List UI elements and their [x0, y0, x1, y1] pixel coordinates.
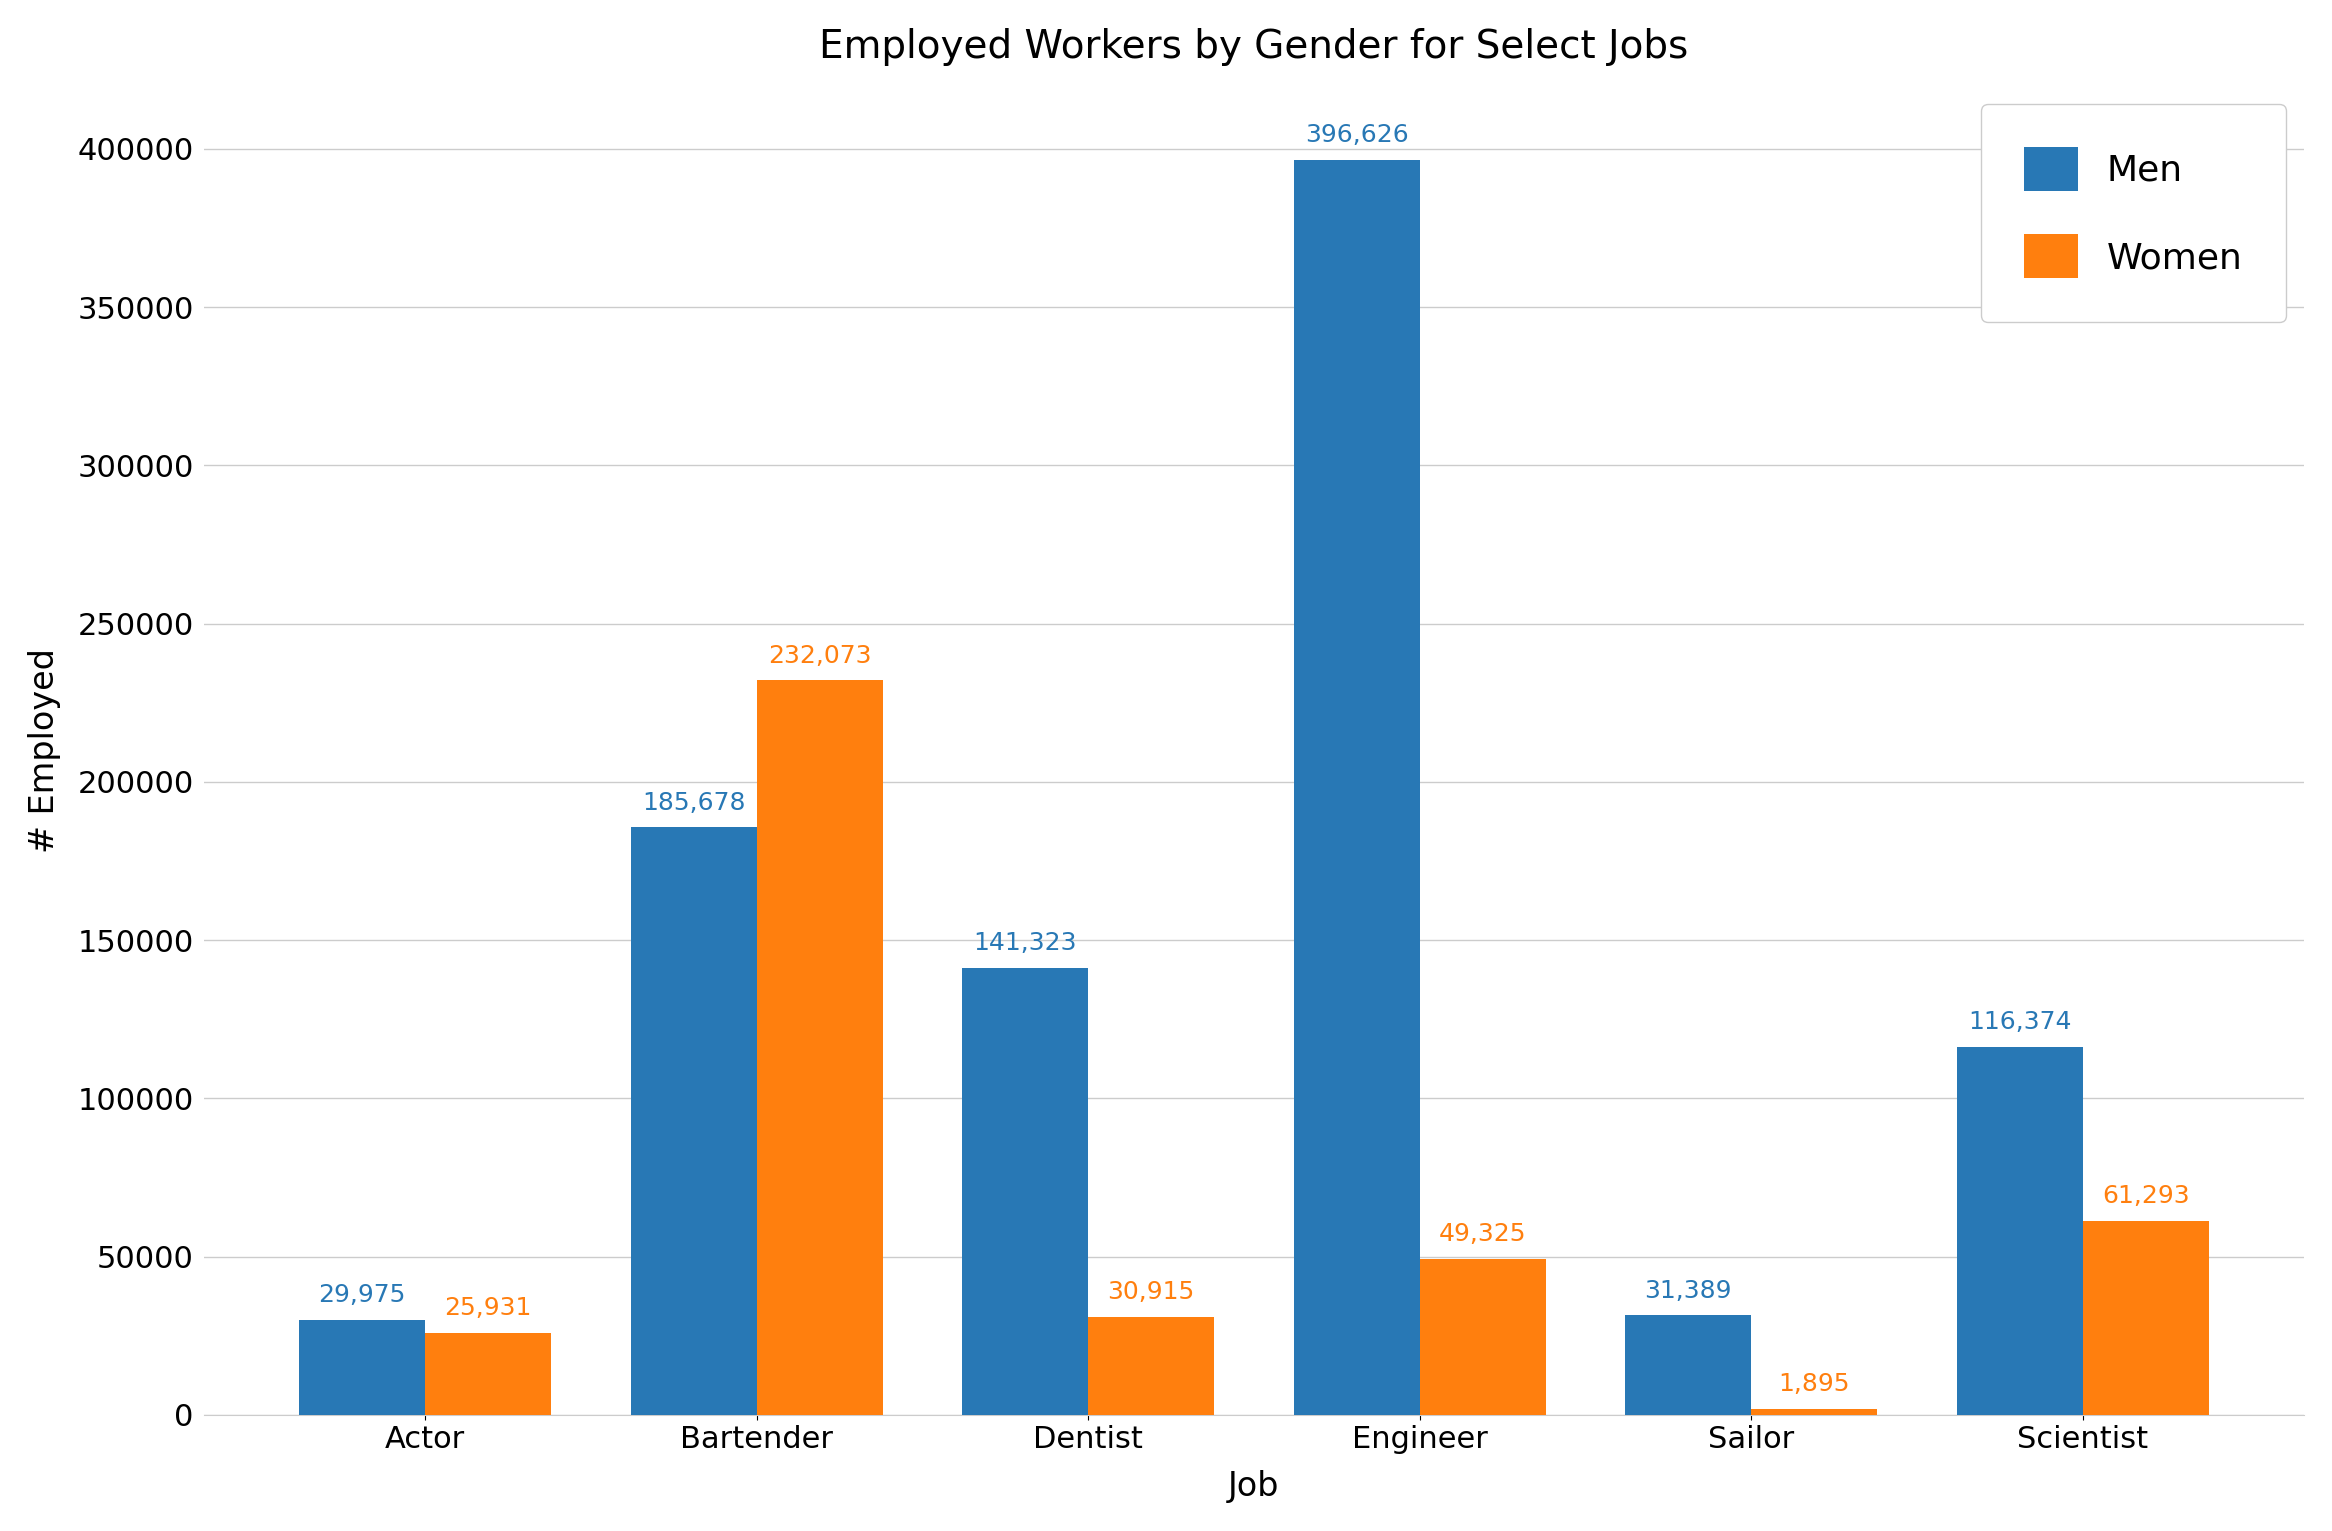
- Bar: [424, 1334, 550, 1415]
- Bar: [630, 827, 756, 1415]
- Bar: [298, 1320, 424, 1415]
- Text: 1,895: 1,895: [1779, 1372, 1849, 1396]
- Bar: [1957, 1047, 2082, 1415]
- Text: 141,323: 141,323: [972, 931, 1077, 955]
- Bar: [1625, 1315, 1751, 1415]
- Legend: Men, Women: Men, Women: [1980, 104, 2285, 322]
- Bar: [1420, 1258, 1546, 1415]
- Bar: [756, 680, 881, 1415]
- Text: 232,073: 232,073: [767, 643, 872, 668]
- Text: 61,293: 61,293: [2101, 1183, 2190, 1208]
- Text: 29,975: 29,975: [319, 1283, 406, 1307]
- X-axis label: Job: Job: [1229, 1470, 1280, 1503]
- Text: 185,678: 185,678: [641, 790, 746, 814]
- Bar: [1751, 1409, 1877, 1415]
- Text: 116,374: 116,374: [1968, 1010, 2071, 1033]
- Bar: [963, 968, 1089, 1415]
- Title: Employed Workers by Gender for Select Jobs: Employed Workers by Gender for Select Jo…: [819, 28, 1688, 66]
- Text: 30,915: 30,915: [1108, 1280, 1194, 1304]
- Text: 49,325: 49,325: [1439, 1222, 1527, 1246]
- Bar: [1294, 159, 1420, 1415]
- Bar: [2082, 1220, 2208, 1415]
- Text: 31,389: 31,389: [1644, 1278, 1733, 1303]
- Text: 396,626: 396,626: [1306, 122, 1409, 147]
- Y-axis label: # Employed: # Employed: [28, 648, 61, 853]
- Text: 25,931: 25,931: [445, 1297, 532, 1320]
- Bar: [1089, 1317, 1215, 1415]
